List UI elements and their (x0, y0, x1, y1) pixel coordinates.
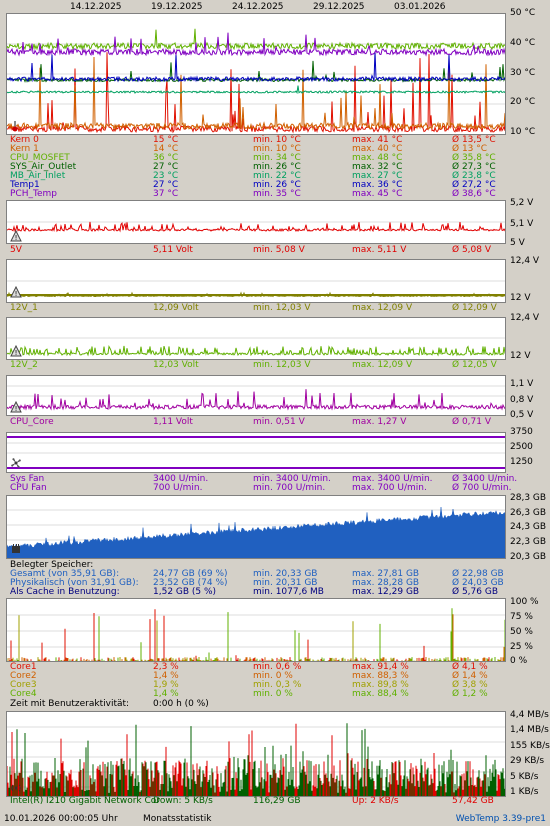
vcore-axis-tick: 1,1 V (510, 379, 534, 389)
network-graph (6, 711, 506, 797)
footer-app-link[interactable]: WebTemp 3.39-pre1 (455, 814, 546, 824)
date-label: 03.01.2026 (394, 2, 446, 12)
mem-axis-tick: 20,3 GB (510, 552, 547, 562)
voltage-12v1-graph: ! (6, 259, 506, 303)
voltage-5v-graph: ! (6, 200, 506, 244)
date-label: 24.12.2025 (232, 2, 284, 12)
net-axis-tick: 1,4 MB/s (510, 725, 549, 735)
temp-axis-tick: 30 °C (510, 68, 536, 78)
svg-text:!: ! (15, 349, 18, 357)
mem-axis-tick: 26,3 GB (510, 508, 547, 518)
v12-2-axis-tick: 12,4 V (510, 313, 540, 323)
v12-1-axis-tick: 12 V (510, 293, 531, 303)
memory-title: Belegter Speicher: (10, 560, 94, 570)
v5-axis-tick: 5,1 V (510, 219, 534, 229)
memory-chip-icon (12, 544, 20, 553)
v5-axis-tick: 5 V (510, 238, 525, 248)
temp-axis-tick: 40 °C (510, 38, 536, 48)
fan-icon (11, 458, 21, 468)
cpu-axis-tick: 100 % (510, 597, 539, 607)
mem-axis-tick: 28,3 GB (510, 493, 547, 503)
v12-1-axis-tick: 12,4 V (510, 256, 540, 266)
svg-text:!: ! (15, 234, 18, 242)
warning-triangle-icon: ! (10, 401, 22, 413)
vcore-axis-tick: 0,8 V (510, 395, 534, 405)
memory-graph (6, 495, 506, 559)
warning-triangle-icon: ! (10, 230, 22, 242)
fan-speed-graph (6, 432, 506, 473)
net-axis-tick: 29 KB/s (510, 756, 545, 766)
temp-axis-tick: 50 °C (510, 8, 536, 18)
temp-axis-tick: 10 °C (510, 127, 536, 137)
cpu-axis-tick: 25 % (510, 642, 533, 652)
cpu-axis-tick: 50 % (510, 627, 533, 637)
fan-axis-tick: 2500 (510, 442, 533, 452)
fan-axis-tick: 3750 (510, 427, 533, 437)
cpu-axis-tick: 75 % (510, 612, 533, 622)
date-label: 29.12.2025 (313, 2, 365, 12)
cpu-load-graph (6, 598, 506, 662)
cpu-axis-tick: 0 % (510, 656, 528, 666)
warning-triangle-icon: ! (10, 345, 22, 357)
date-label: 19.12.2025 (151, 2, 203, 12)
fan-axis-tick: 1250 (510, 457, 533, 467)
net-axis-tick: 5 KB/s (510, 772, 539, 782)
thermometer-icon (12, 121, 18, 132)
svg-text:!: ! (15, 290, 18, 298)
voltage-12v2-graph: ! (6, 317, 506, 360)
net-axis-tick: 155 KB/s (510, 741, 550, 751)
vcore-axis-tick: 0,5 V (510, 410, 534, 420)
footer-mode: Monatsstatistik (143, 814, 212, 824)
network-antenna-icon (11, 784, 21, 792)
mem-axis-tick: 22,3 GB (510, 537, 547, 547)
net-axis-tick: 4,4 MB/s (510, 710, 549, 720)
date-label: 14.12.2025 (70, 2, 122, 12)
v5-axis-tick: 5,2 V (510, 198, 534, 208)
footer-timestamp: 10.01.2026 00:00:05 Uhr (4, 814, 118, 824)
footer: 10.01.2026 00:00:05 Uhr Monatsstatistik … (0, 812, 550, 826)
cpu-core-voltage-graph: ! (6, 375, 506, 416)
v12-2-axis-tick: 12 V (510, 351, 531, 361)
net-axis-tick: 1 KB/s (510, 787, 539, 797)
warning-triangle-icon: ! (10, 286, 22, 298)
temperature-graph (6, 13, 506, 135)
mem-axis-tick: 24,3 GB (510, 522, 547, 532)
svg-text:!: ! (15, 405, 18, 413)
temp-axis-tick: 20 °C (510, 97, 536, 107)
